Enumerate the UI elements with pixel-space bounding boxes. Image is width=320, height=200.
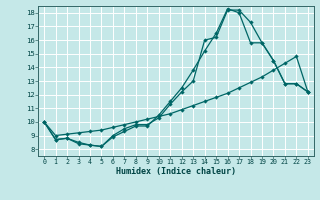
X-axis label: Humidex (Indice chaleur): Humidex (Indice chaleur) <box>116 167 236 176</box>
